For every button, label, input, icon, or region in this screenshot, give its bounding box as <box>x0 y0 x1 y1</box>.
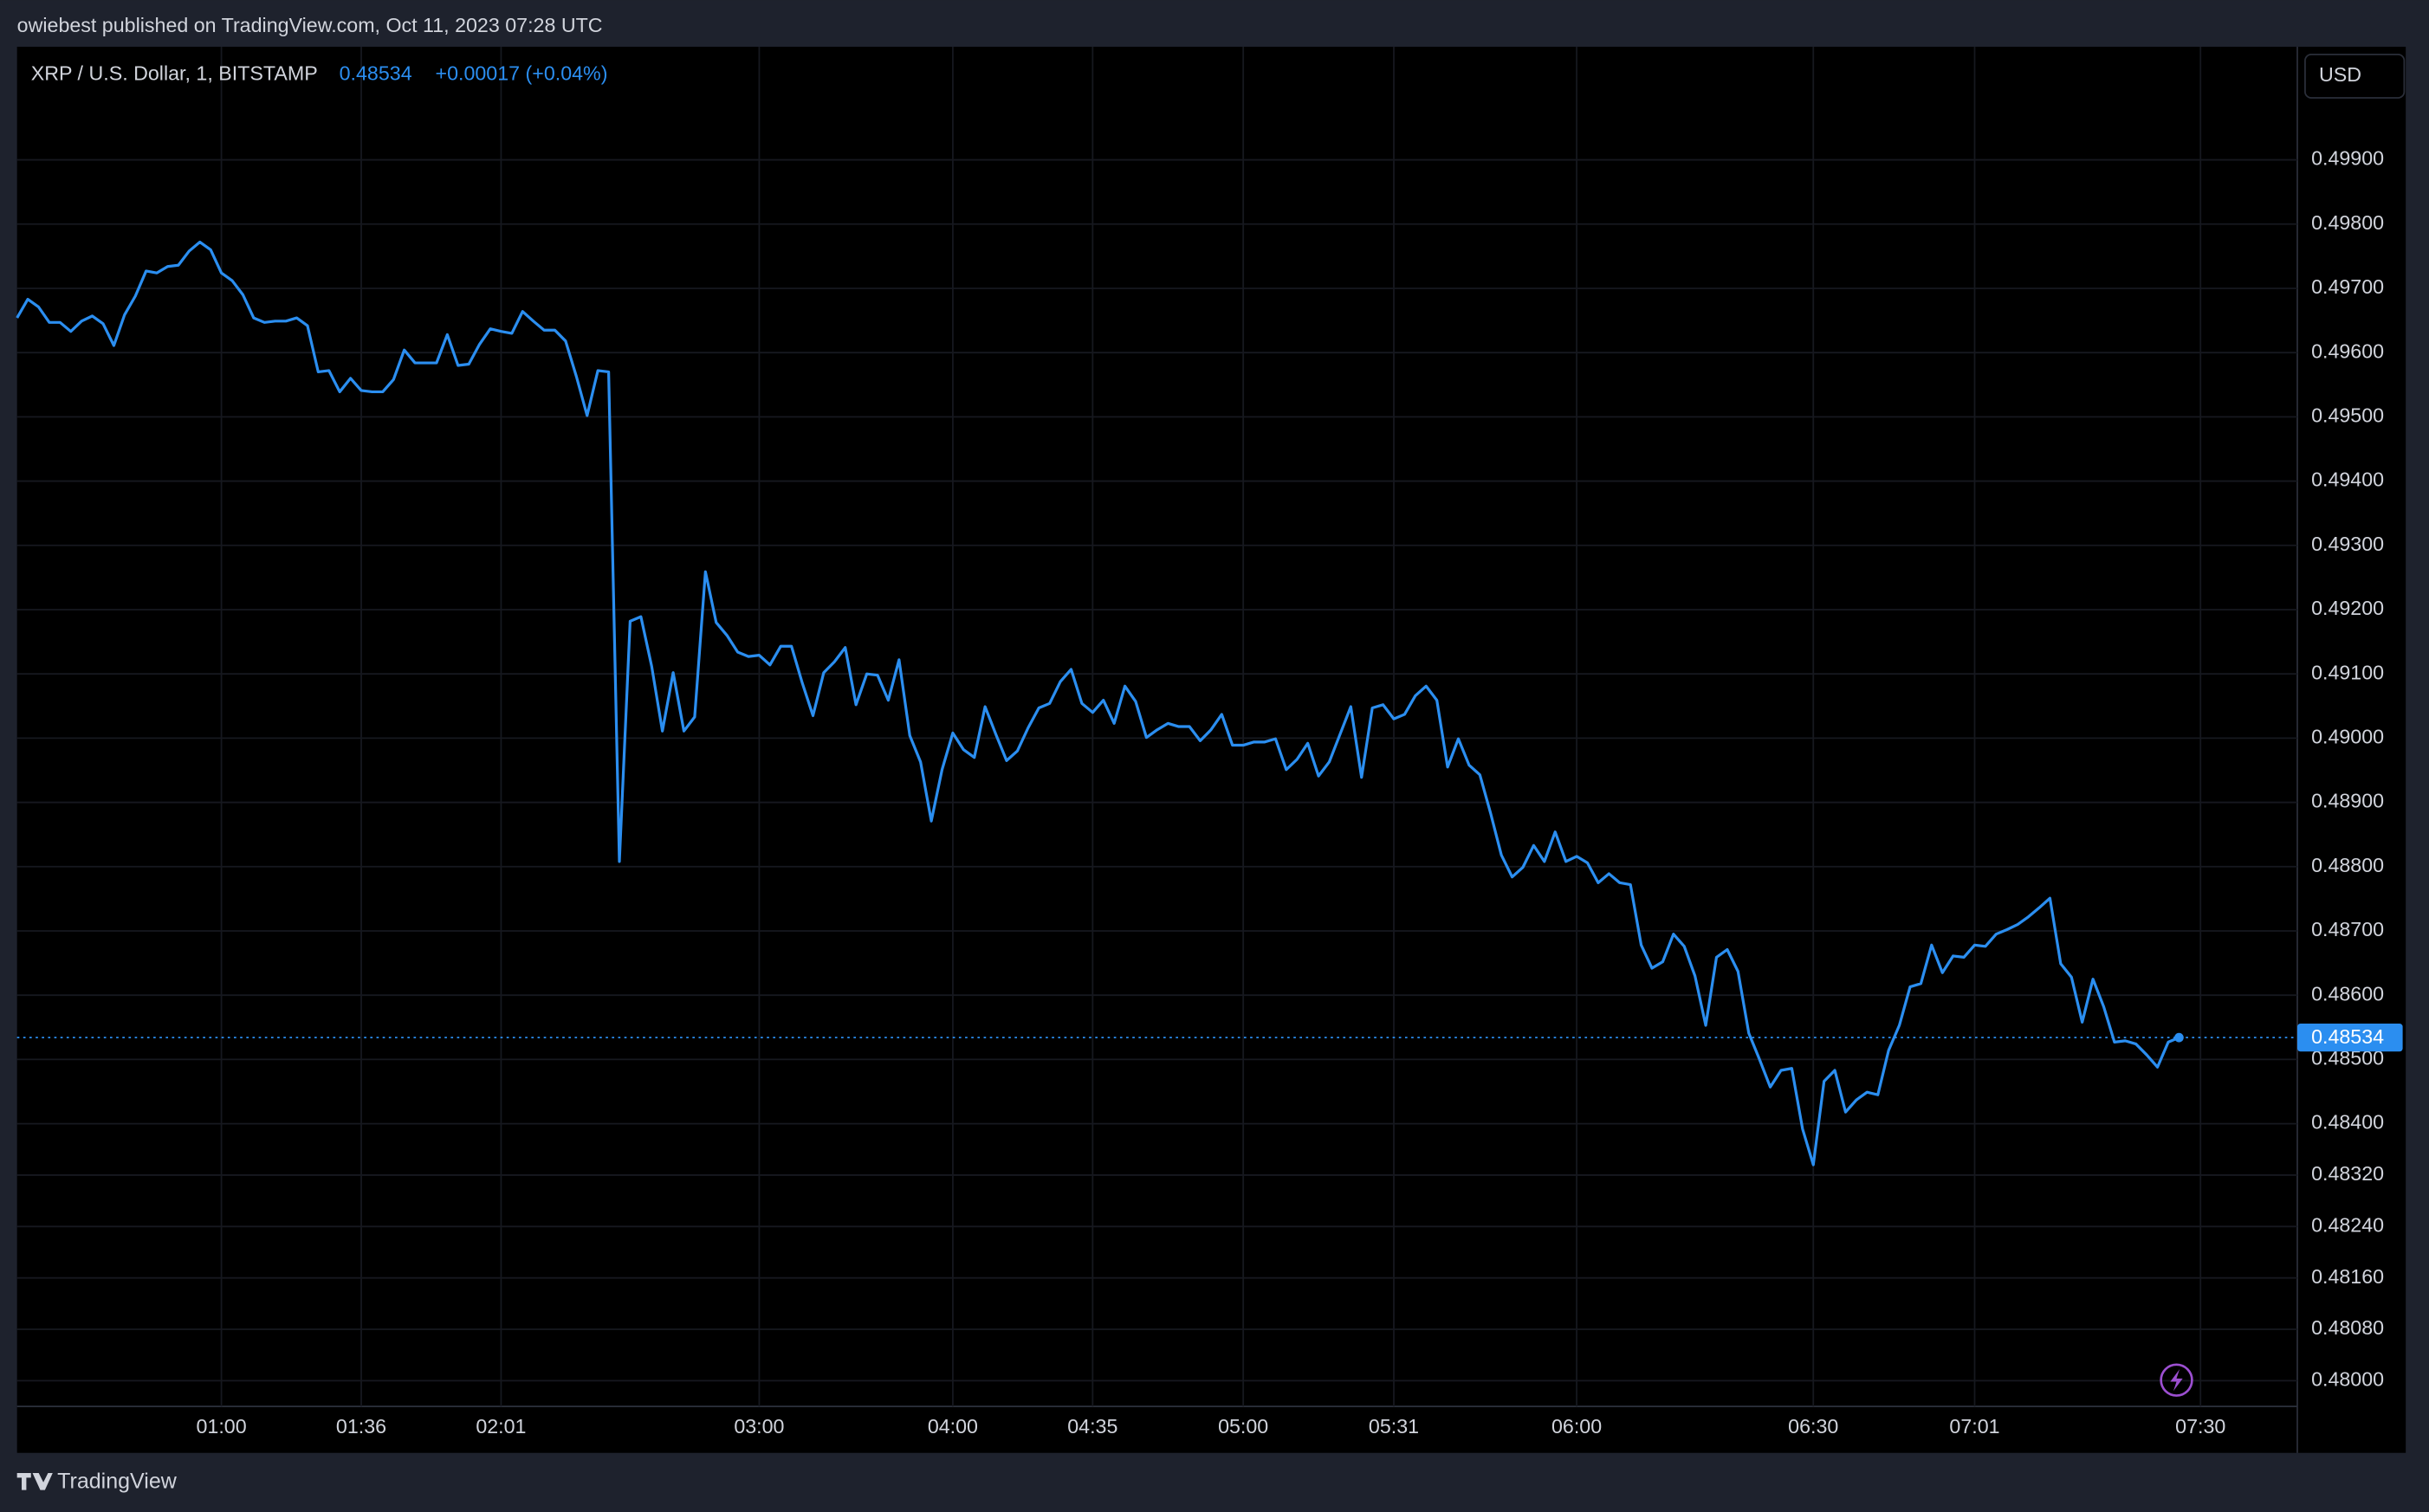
brand-name: TradingView <box>57 1469 178 1493</box>
x-tick-label: 04:00 <box>928 1415 978 1438</box>
y-tick-label: 0.48320 <box>2311 1162 2384 1185</box>
alert-icon[interactable] <box>2160 1363 2193 1397</box>
x-tick-label: 02:01 <box>476 1415 526 1438</box>
y-tick-label: 0.49300 <box>2311 533 2384 555</box>
y-tick-label: 0.48900 <box>2311 790 2384 812</box>
y-tick-label: 0.48400 <box>2311 1111 2384 1134</box>
y-tick-label: 0.48000 <box>2311 1368 2384 1391</box>
grid <box>16 46 2297 1407</box>
y-tick-label: 0.49900 <box>2311 147 2384 170</box>
last-price: 0.48534 <box>340 61 412 84</box>
x-tick-label: 07:30 <box>2175 1415 2225 1438</box>
y-tick-label: 0.48160 <box>2311 1265 2384 1288</box>
x-tick-label: 01:36 <box>336 1415 386 1438</box>
x-tick-label: 07:01 <box>1949 1415 1999 1438</box>
currency-button[interactable] <box>2304 54 2406 99</box>
alert-bolt <box>2170 1369 2183 1392</box>
y-tick-label: 0.49200 <box>2311 597 2384 619</box>
last-price-badge-label: 0.48534 <box>2311 1025 2384 1048</box>
price-line <box>16 240 2180 1166</box>
price-change: +0.00017 (+0.04%) <box>436 61 608 84</box>
last-point <box>2174 1032 2184 1043</box>
x-tick-label: 06:30 <box>1788 1415 1838 1438</box>
y-tick-label: 0.48240 <box>2311 1213 2384 1236</box>
y-tick-label: 0.49000 <box>2311 726 2384 748</box>
y-tick-label: 0.48600 <box>2311 982 2384 1005</box>
chart-title: XRP / U.S. Dollar, 1, BITSTAMP <box>31 61 318 84</box>
chart-pane <box>16 46 2406 1453</box>
x-tick-label: 05:00 <box>1218 1415 1268 1438</box>
y-tick-label: 0.48700 <box>2311 918 2384 940</box>
x-tick-label: 05:31 <box>1369 1415 1419 1438</box>
y-tick-label: 0.49600 <box>2311 339 2384 362</box>
brand-logo <box>16 1472 53 1490</box>
y-tick-label: 0.49700 <box>2311 275 2384 298</box>
x-tick-label: 01:00 <box>197 1415 247 1438</box>
plot <box>16 240 2297 1166</box>
y-tick-label: 0.48800 <box>2311 854 2384 876</box>
x-tick-label: 04:35 <box>1067 1415 1117 1438</box>
published-note: owiebest published on TradingView.com, O… <box>17 14 603 36</box>
y-tick-label: 0.49400 <box>2311 468 2384 491</box>
currency-label[interactable]: USD <box>2319 63 2361 86</box>
x-tick-label: 06:00 <box>1551 1415 1602 1438</box>
y-tick-label: 0.49800 <box>2311 211 2384 234</box>
x-tick-label: 03:00 <box>734 1415 784 1438</box>
y-tick-label: 0.49500 <box>2311 404 2384 427</box>
y-tick-label: 0.48080 <box>2311 1316 2384 1339</box>
y-tick-label: 0.49100 <box>2311 661 2384 683</box>
last-price-badge <box>2296 1024 2403 1052</box>
